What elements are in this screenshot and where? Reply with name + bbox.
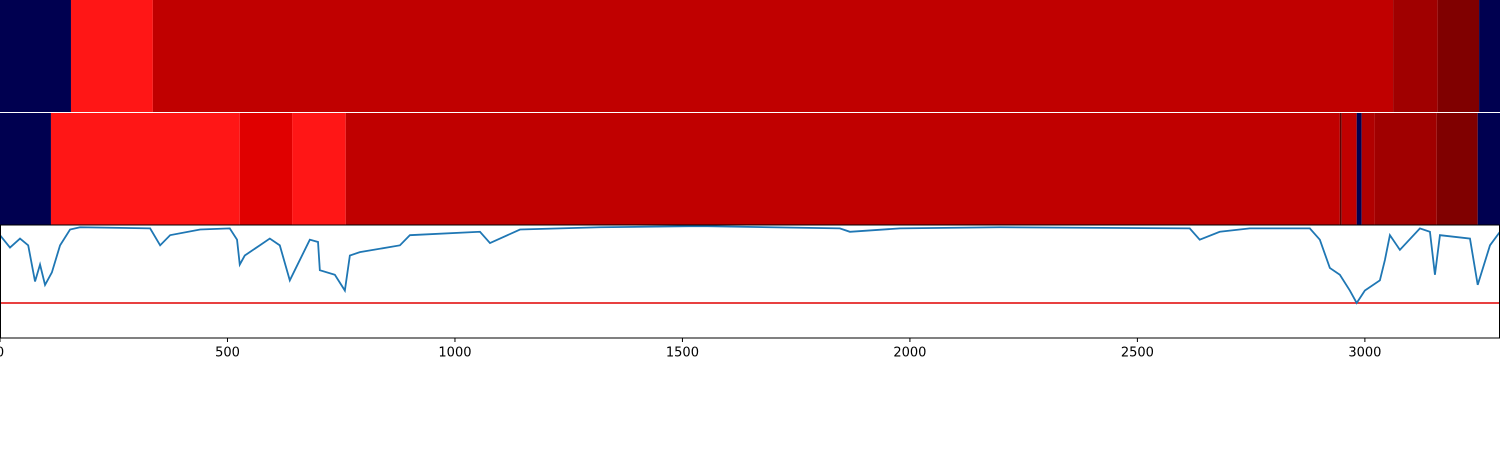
segment xyxy=(345,113,1340,225)
x-tick-label: 500 xyxy=(215,346,240,361)
segment xyxy=(1436,113,1478,225)
segment xyxy=(239,113,293,225)
segment xyxy=(1341,113,1357,225)
segment xyxy=(152,0,1394,112)
segment xyxy=(1479,0,1500,112)
x-tick-label: 0 xyxy=(0,346,4,361)
segment xyxy=(292,113,346,225)
plot xyxy=(0,225,1500,305)
series-line xyxy=(0,225,1500,305)
segment xyxy=(0,113,51,225)
x-tick-label: 1000 xyxy=(438,346,471,361)
x-tick-label: 2500 xyxy=(1121,346,1154,361)
segment xyxy=(1393,0,1438,112)
segment xyxy=(1477,113,1500,225)
segment xyxy=(70,0,153,112)
segment xyxy=(1374,113,1437,225)
segment xyxy=(1339,113,1342,225)
segment xyxy=(50,113,240,225)
segment xyxy=(1361,113,1375,225)
axes-frame xyxy=(0,224,1500,339)
x-tick-label: 3000 xyxy=(1348,346,1381,361)
x-tick-label: 2000 xyxy=(893,346,926,361)
segment xyxy=(1437,0,1480,112)
x-tick-label: 1500 xyxy=(666,346,699,361)
segment xyxy=(1356,113,1362,225)
segment xyxy=(0,0,71,112)
